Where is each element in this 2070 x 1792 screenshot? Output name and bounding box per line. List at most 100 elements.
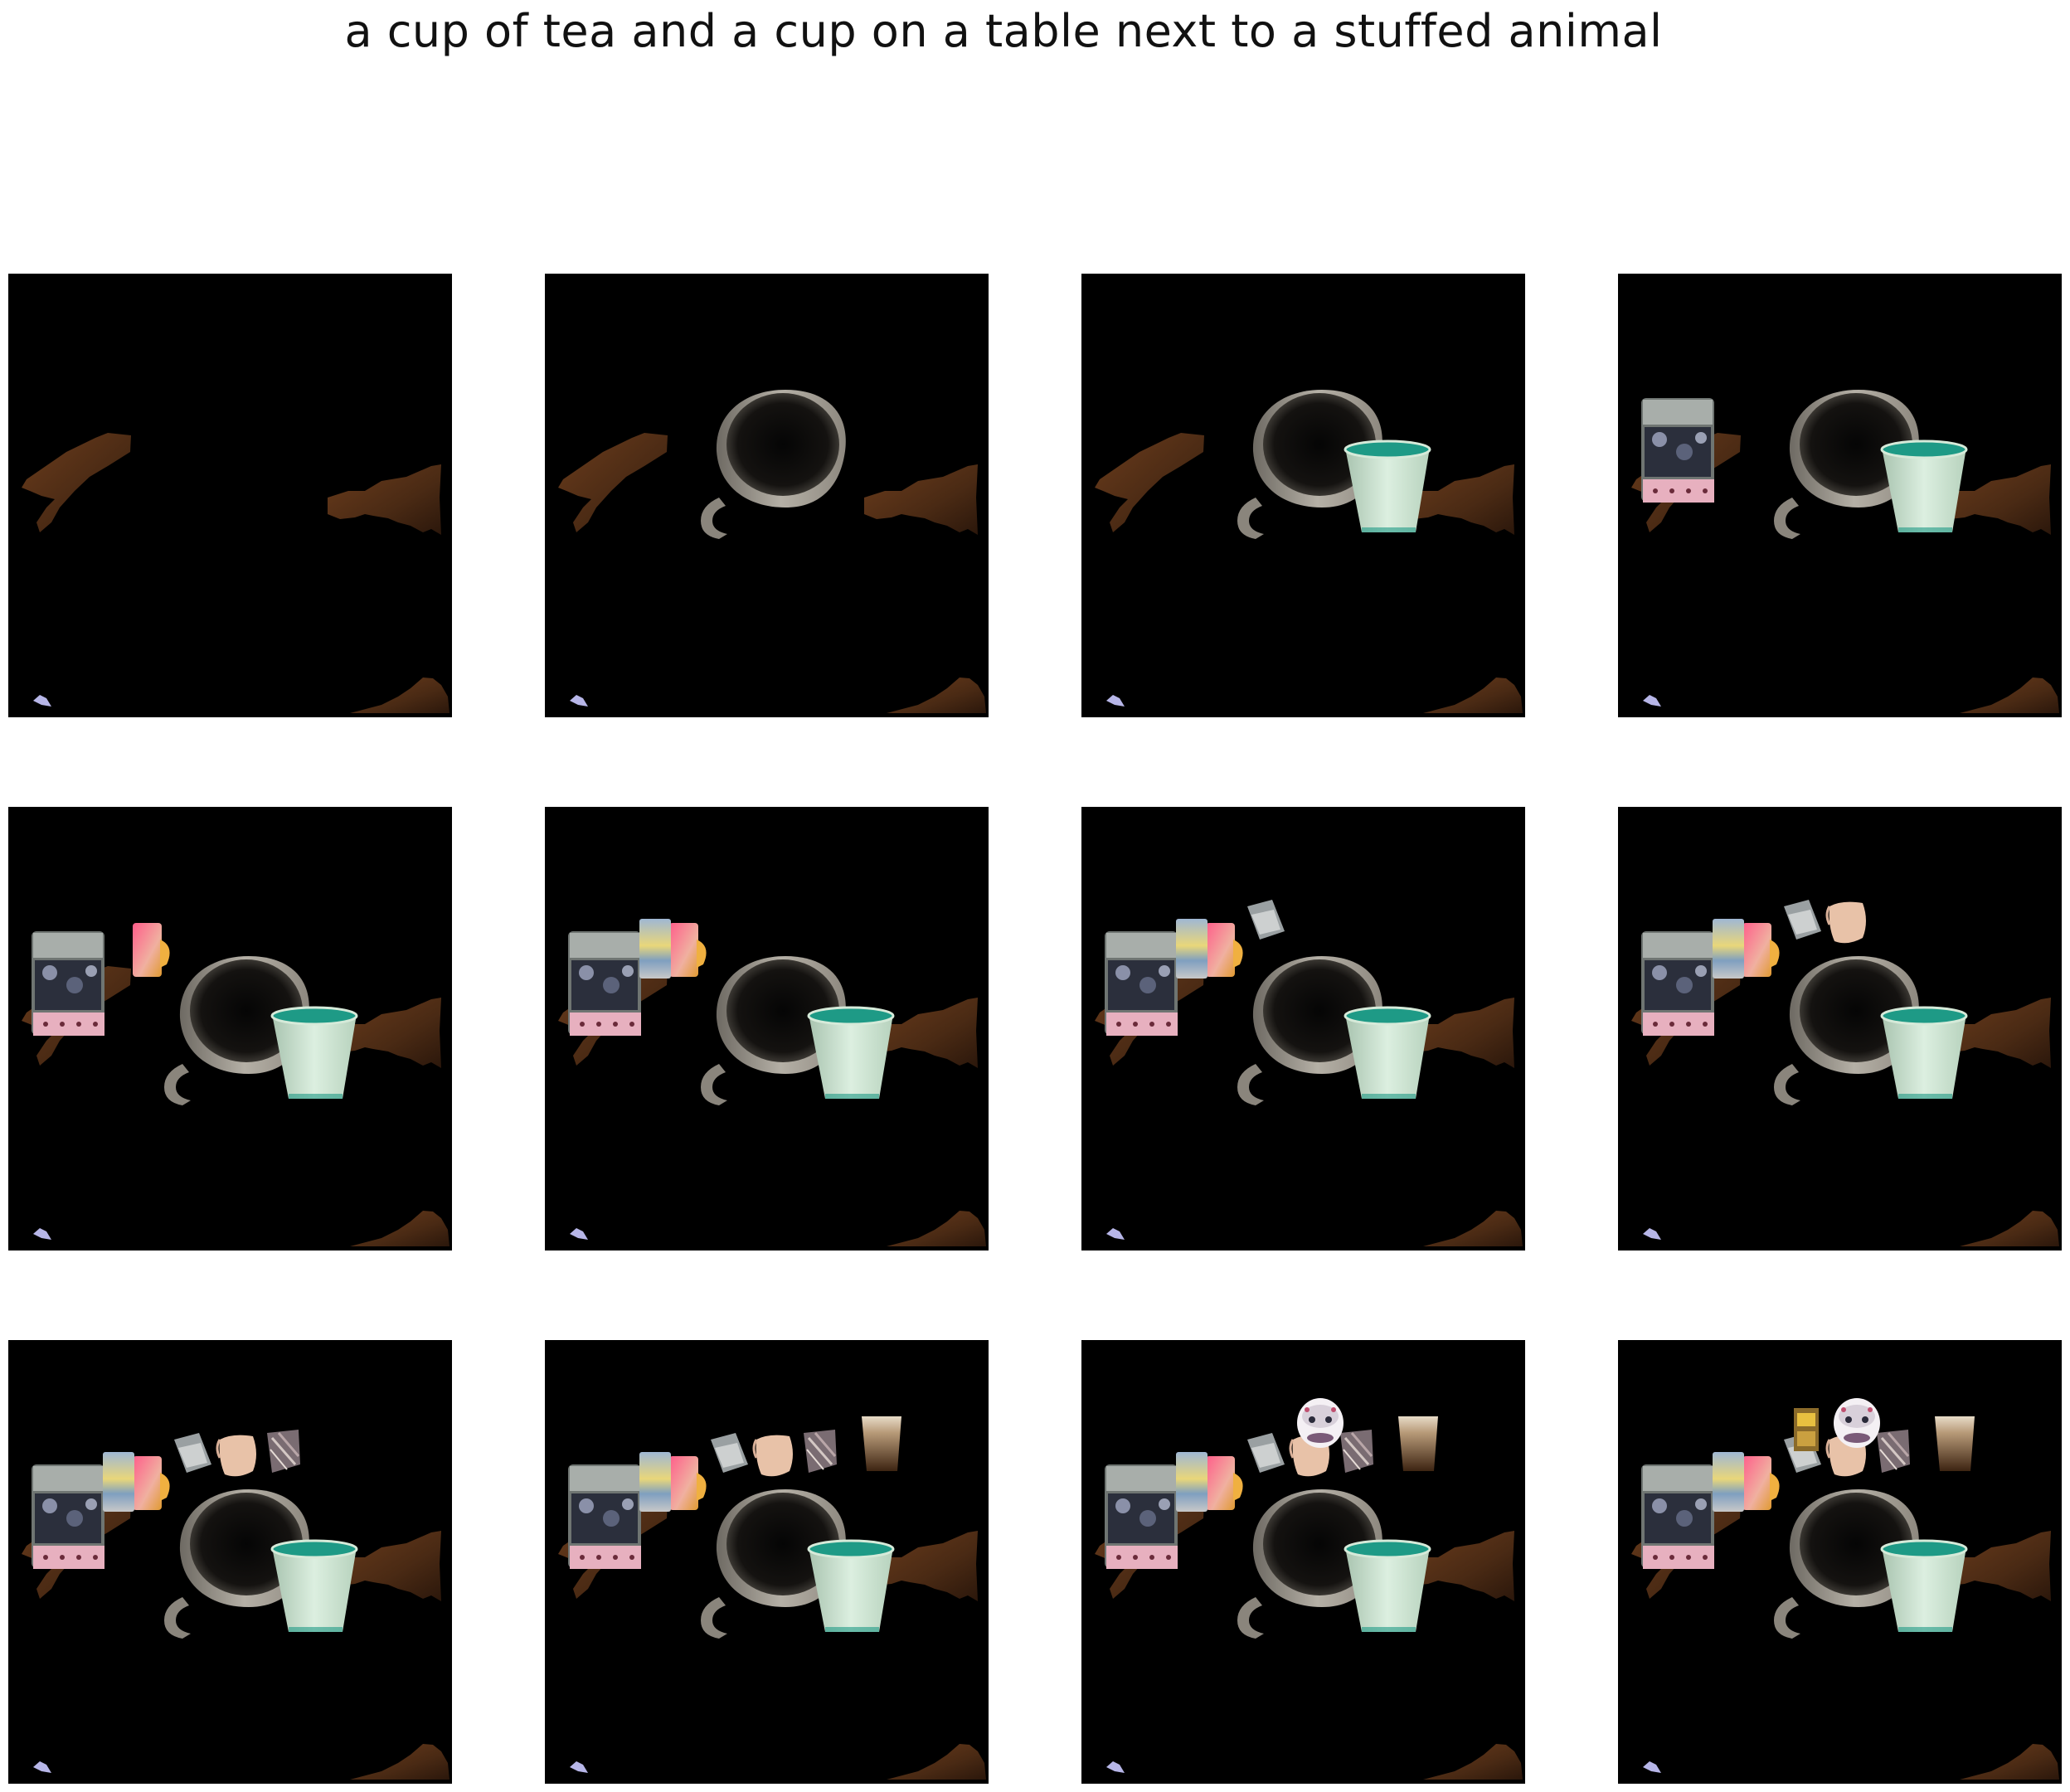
table-fragment-right <box>1937 1531 2051 1601</box>
table-fragment-bottom <box>887 677 986 713</box>
image-panel-10 <box>545 1340 989 1784</box>
table-fragment-left <box>1095 433 1204 532</box>
image-panel-7 <box>1081 807 1525 1251</box>
peach-cup <box>216 1435 256 1477</box>
pink-glass <box>1206 1456 1243 1510</box>
pink-glass <box>133 1456 170 1510</box>
panel-image <box>22 1430 449 1780</box>
panel-image <box>1095 1398 1523 1780</box>
table-fragment-right <box>864 998 978 1068</box>
gray-bag <box>711 1433 748 1473</box>
image-panel-11 <box>1081 1340 1525 1784</box>
blue-fragment <box>1643 1761 1661 1773</box>
figure-caption: a cup of tea and a cup on a table next t… <box>344 5 1663 57</box>
coffee-mug <box>1237 390 1382 539</box>
blue-fragment <box>1643 1228 1661 1240</box>
striped-glass <box>1713 1452 1744 1512</box>
table-fragment-right <box>1401 1531 1514 1601</box>
table-fragment-right <box>1937 998 2051 1068</box>
panel-image <box>1095 900 1523 1246</box>
stuffed-animal <box>1297 1398 1344 1448</box>
paper-cup <box>1880 1006 1968 1099</box>
pink-glass <box>1206 923 1243 977</box>
panel-image <box>1631 390 2059 713</box>
paper-cup <box>1344 1539 1431 1632</box>
stuffed-animal <box>1834 1398 1880 1448</box>
gray-bag <box>1247 1433 1285 1473</box>
blue-fragment <box>33 695 51 707</box>
coffee-mug <box>1774 956 1919 1105</box>
panel-image <box>22 433 449 713</box>
glass-jar <box>1641 1464 1714 1569</box>
paper-cup <box>1344 440 1431 532</box>
table-fragment-right <box>864 1531 978 1601</box>
striped-glass <box>1176 1452 1208 1512</box>
glass-jar <box>1641 931 1714 1036</box>
glass-jar <box>32 931 104 1036</box>
paper-cup <box>1880 1539 1968 1632</box>
gray-bag <box>174 1433 211 1473</box>
pink-glass <box>1742 1456 1780 1510</box>
panel-image <box>558 1416 986 1780</box>
paper-cup <box>1344 1006 1431 1099</box>
image-panel-4 <box>1618 274 2062 717</box>
coffee-mug <box>1774 1489 1919 1639</box>
coffee-mug <box>701 1489 846 1639</box>
coffee-mug <box>1774 390 1919 539</box>
table-fragment-bottom <box>1960 1211 2059 1246</box>
blue-fragment <box>1106 1761 1125 1773</box>
table-fragment-right <box>1401 464 1514 535</box>
table-fragment-right <box>864 464 978 535</box>
peach-cup <box>752 1435 793 1477</box>
table-fragment-bottom <box>1423 677 1523 713</box>
blue-fragment <box>33 1228 51 1240</box>
pink-glass <box>669 1456 707 1510</box>
peach-cup <box>1825 901 1866 944</box>
image-panel-12 <box>1618 1340 2062 1784</box>
panel-image <box>558 390 986 713</box>
panel-image <box>22 923 449 1246</box>
paper-cup <box>807 1006 895 1099</box>
glass-jar <box>1641 398 1714 503</box>
yellow-box <box>1794 1408 1819 1451</box>
pink-glass <box>1742 923 1780 977</box>
table-fragment-bottom <box>1423 1211 1523 1246</box>
coffee-mug <box>164 956 309 1105</box>
coffee-mug <box>1237 1489 1382 1639</box>
table-fragment-bottom <box>1960 677 2059 713</box>
striped-glass <box>1176 919 1208 979</box>
blue-fragment <box>570 1761 588 1773</box>
table-fragment-right <box>1937 464 2051 535</box>
gray-bag <box>1784 900 1821 940</box>
brown-glass <box>1935 1416 1975 1471</box>
table-fragment-bottom <box>350 1744 449 1780</box>
glass-jar <box>568 931 641 1036</box>
patterned-box <box>267 1430 300 1473</box>
image-panel-6 <box>545 807 989 1251</box>
glass-jar <box>568 1464 641 1569</box>
paper-cup <box>270 1539 358 1632</box>
coffee-mug <box>1237 956 1382 1105</box>
panel-image <box>558 919 986 1246</box>
paper-cup <box>270 1006 358 1099</box>
blue-fragment <box>1106 695 1125 707</box>
image-panel-3 <box>1081 274 1525 717</box>
striped-glass <box>639 919 671 979</box>
paper-cup <box>1880 440 1968 532</box>
brown-glass <box>1398 1416 1438 1471</box>
pink-glass <box>669 923 707 977</box>
image-panel-5 <box>8 807 452 1251</box>
gray-bag <box>1247 900 1285 940</box>
striped-glass <box>103 1452 134 1512</box>
paper-cup <box>807 1539 895 1632</box>
striped-glass <box>1713 919 1744 979</box>
table-fragment-left <box>558 433 668 532</box>
table-fragment-bottom <box>887 1211 986 1246</box>
blue-fragment <box>33 1761 51 1773</box>
pink-glass <box>133 923 170 977</box>
table-fragment-bottom <box>350 1211 449 1246</box>
blue-fragment <box>570 1228 588 1240</box>
panel-image <box>1631 1398 2059 1780</box>
table-fragment-bottom <box>1423 1744 1523 1780</box>
